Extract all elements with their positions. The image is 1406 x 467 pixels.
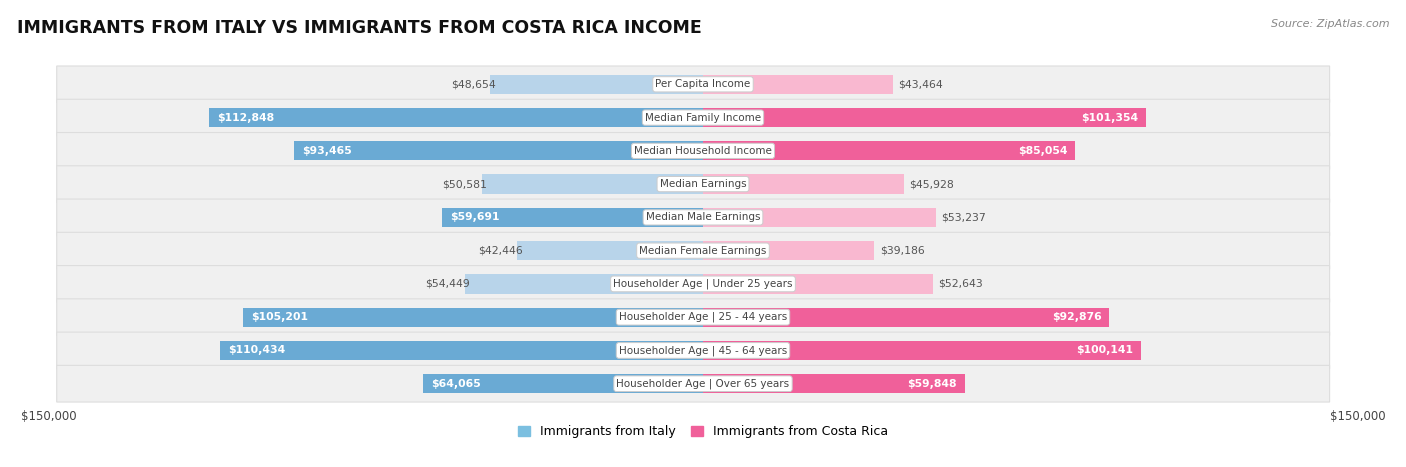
Text: Householder Age | Over 65 years: Householder Age | Over 65 years [616,378,790,389]
FancyBboxPatch shape [56,266,1330,302]
Text: $39,186: $39,186 [880,246,924,255]
FancyBboxPatch shape [56,99,1330,136]
Text: $93,465: $93,465 [302,146,352,156]
Bar [703,308,1109,327]
Bar [441,208,703,227]
Text: $45,928: $45,928 [910,179,953,189]
Text: $53,237: $53,237 [941,212,986,222]
Text: $59,848: $59,848 [907,379,957,389]
Text: $110,434: $110,434 [228,346,285,355]
Text: $92,876: $92,876 [1052,312,1101,322]
Text: $150,000: $150,000 [1330,410,1385,424]
Bar [703,75,893,94]
FancyBboxPatch shape [56,166,1330,202]
Text: Householder Age | 45 - 64 years: Householder Age | 45 - 64 years [619,345,787,356]
Text: $48,654: $48,654 [451,79,495,89]
Text: Householder Age | 25 - 44 years: Householder Age | 25 - 44 years [619,312,787,322]
Text: $59,691: $59,691 [450,212,499,222]
Bar [703,274,934,294]
Text: $150,000: $150,000 [21,410,76,424]
Text: $105,201: $105,201 [250,312,308,322]
Bar [703,374,965,393]
FancyBboxPatch shape [56,133,1330,169]
Bar [517,241,703,260]
FancyBboxPatch shape [56,232,1330,269]
Bar [703,141,1076,161]
Bar [703,341,1142,360]
Text: IMMIGRANTS FROM ITALY VS IMMIGRANTS FROM COSTA RICA INCOME: IMMIGRANTS FROM ITALY VS IMMIGRANTS FROM… [17,19,702,37]
Legend: Immigrants from Italy, Immigrants from Costa Rica: Immigrants from Italy, Immigrants from C… [513,420,893,443]
Text: $64,065: $64,065 [430,379,481,389]
Text: $112,848: $112,848 [218,113,274,122]
Text: $50,581: $50,581 [441,179,486,189]
Text: Median Female Earnings: Median Female Earnings [640,246,766,255]
FancyBboxPatch shape [56,365,1330,402]
Bar [703,208,936,227]
FancyBboxPatch shape [56,332,1330,369]
Bar [482,175,703,194]
Text: $101,354: $101,354 [1081,113,1139,122]
Bar [423,374,703,393]
FancyBboxPatch shape [56,299,1330,335]
Text: Median Male Earnings: Median Male Earnings [645,212,761,222]
Text: Median Earnings: Median Earnings [659,179,747,189]
Bar [703,175,904,194]
Bar [243,308,703,327]
Bar [703,108,1146,127]
Bar [294,141,703,161]
Text: Householder Age | Under 25 years: Householder Age | Under 25 years [613,279,793,289]
Text: Median Family Income: Median Family Income [645,113,761,122]
Text: Per Capita Income: Per Capita Income [655,79,751,89]
Text: $42,446: $42,446 [478,246,523,255]
FancyBboxPatch shape [56,199,1330,236]
Text: $52,643: $52,643 [939,279,983,289]
Bar [465,274,703,294]
Text: $43,464: $43,464 [898,79,943,89]
Bar [703,241,875,260]
Text: $100,141: $100,141 [1076,346,1133,355]
Text: Median Household Income: Median Household Income [634,146,772,156]
Text: $54,449: $54,449 [426,279,470,289]
Bar [219,341,703,360]
Text: Source: ZipAtlas.com: Source: ZipAtlas.com [1271,19,1389,28]
Bar [209,108,703,127]
FancyBboxPatch shape [56,66,1330,103]
Text: $85,054: $85,054 [1018,146,1067,156]
Bar [491,75,703,94]
